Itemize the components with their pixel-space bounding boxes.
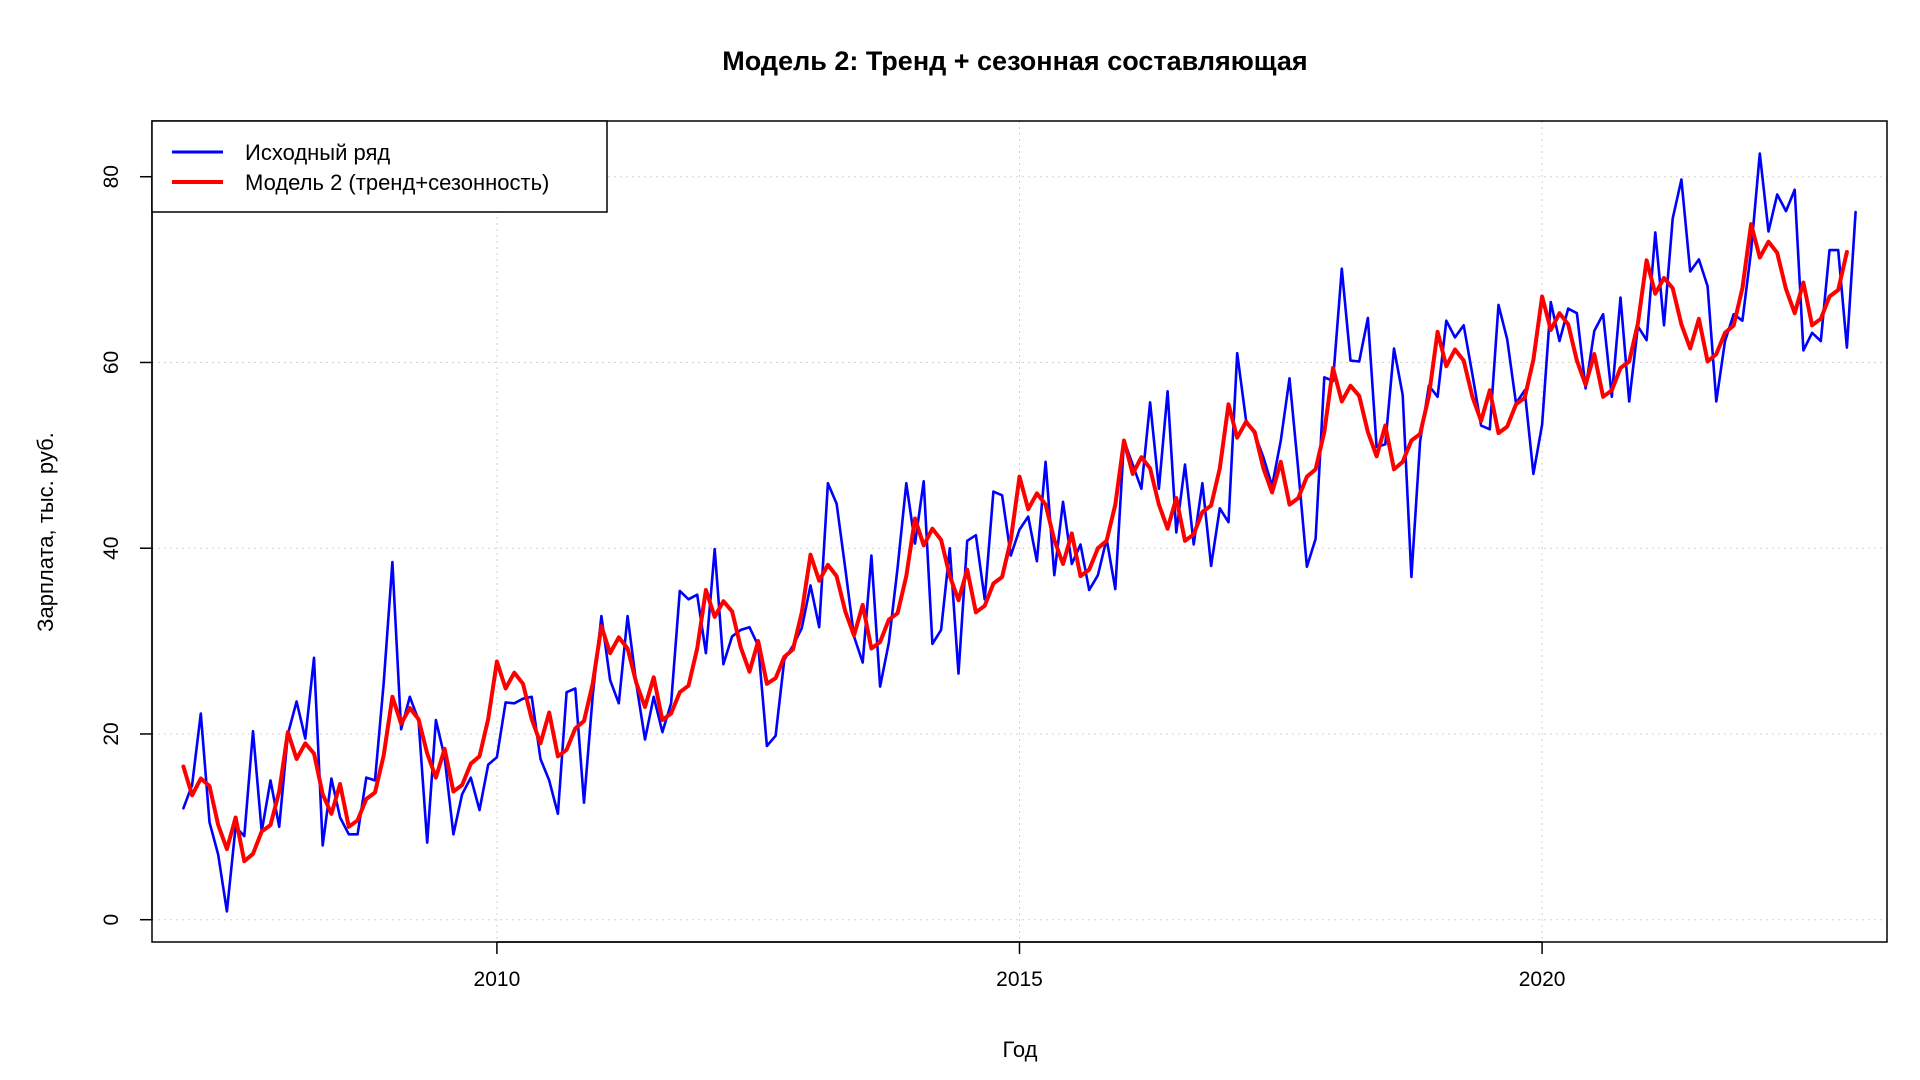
x-axis: 2010 2015 2020 [474,941,1566,991]
y-tick-label: 40 [100,537,123,560]
series-line-1 [181,222,1849,864]
x-tick-label: 2020 [1519,968,1566,991]
legend-box [151,120,608,213]
series-line-0 [182,152,1857,913]
x-tick-label: 2015 [996,968,1043,991]
y-axis: 0 20 40 60 80 [100,165,153,926]
y-tick-label: 80 [100,165,123,188]
legend-label-model: Модель 2 (тренд+сезонность) [245,170,549,195]
y-tick-label: 0 [100,914,123,926]
y-axis-label: Зарплата, тыс. руб. [33,432,58,632]
legend-label-original: Исходный ряд [245,140,390,165]
y-tick-label: 20 [100,722,123,745]
y-tick-label: 60 [100,351,123,374]
chart-title: Модель 2: Тренд + сезонная составляющая [722,46,1307,76]
x-tick-label: 2010 [474,968,521,991]
x-axis-label: Год [1002,1037,1037,1062]
legend: Исходный ряд Модель 2 (тренд+сезонность) [151,120,608,213]
series-layer [181,152,1857,913]
